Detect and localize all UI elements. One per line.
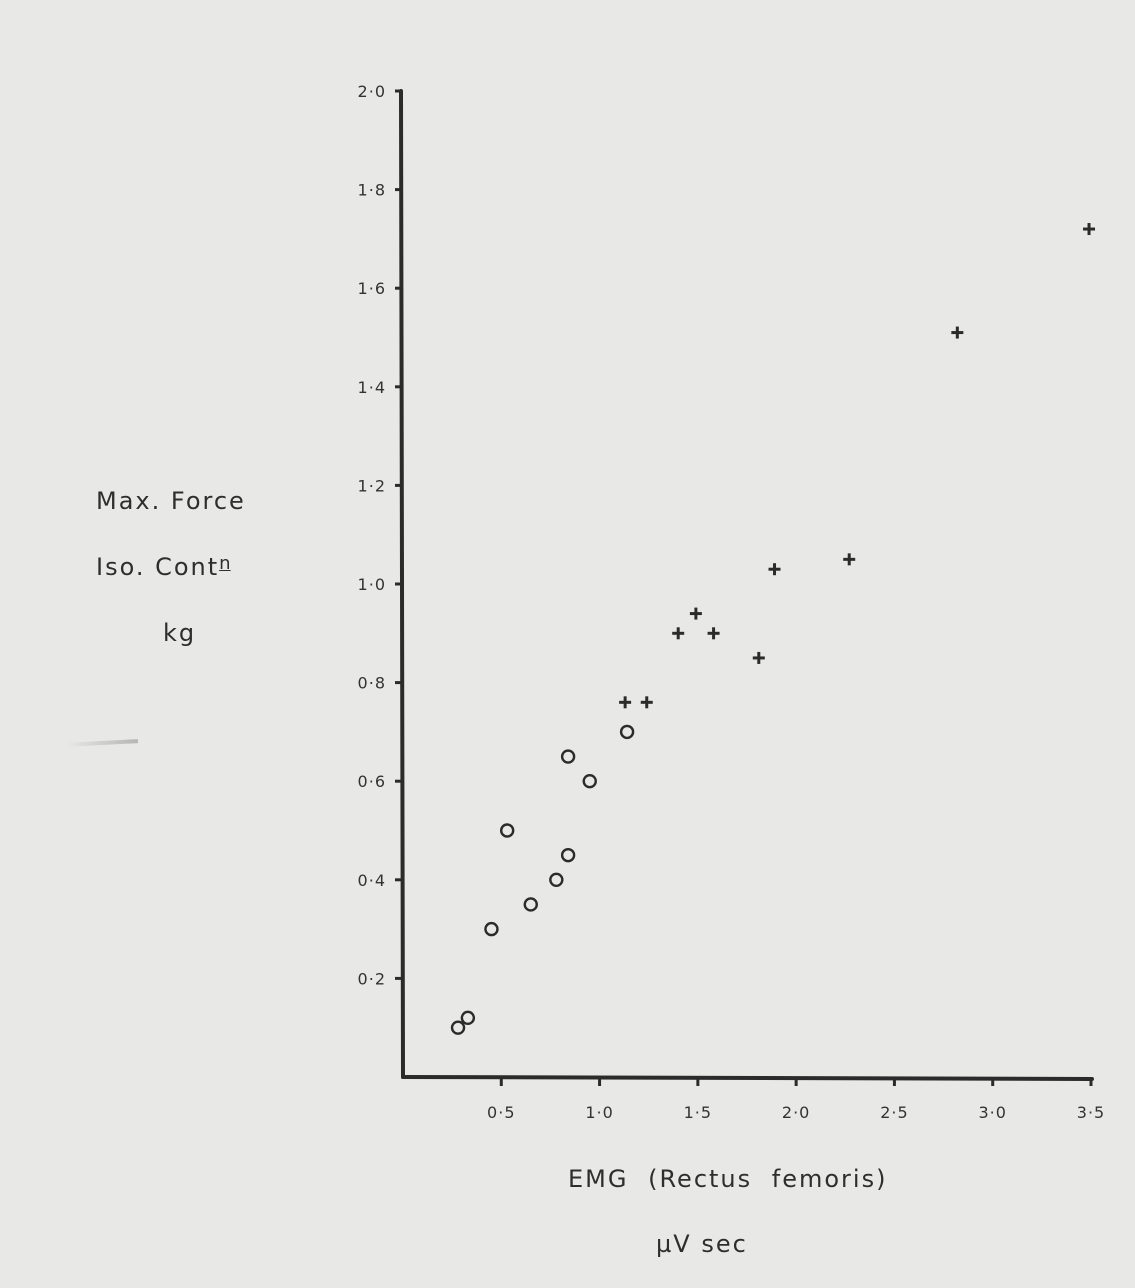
y-tick-label: 1·4 (358, 378, 386, 397)
x-tick-label: 2·5 (880, 1103, 908, 1122)
data-point-circle (450, 1020, 466, 1035)
x-tick-label: 1·5 (684, 1103, 712, 1122)
y-tick-label: 1·6 (358, 279, 386, 298)
x-axis-line (401, 1075, 1094, 1081)
y-tick-label: 1·2 (358, 476, 386, 495)
x-tick-label: 3·0 (978, 1103, 1006, 1122)
y-tick-label: 2·0 (358, 82, 386, 101)
data-point-plus (752, 651, 765, 664)
y-tick-label: 0·6 (358, 772, 386, 791)
y-axis-label-line-2: Iso. Contn (96, 553, 231, 581)
data-point-plus (951, 326, 964, 339)
y-axis-label-superscript: n (219, 553, 231, 574)
axis-ticks: 0·2 0·4 0·6 0·8 1·0 1·2 1·4 1·6 1·8 2·0 0·5 1·0 1·5 2… (358, 82, 1105, 1122)
data-point-plus (1083, 223, 1096, 236)
data-point-plus (672, 627, 685, 640)
x-axis-unit-label: µV sec (656, 1230, 748, 1258)
data-point-circle (499, 823, 515, 838)
x-tick-label: 2·0 (782, 1103, 810, 1122)
y-axis-label-line-3: kg (163, 619, 197, 647)
data-point-plus (768, 563, 781, 576)
data-point-circle (582, 774, 597, 789)
x-tick-label: 3·5 (1077, 1103, 1105, 1122)
data-point-plus (707, 627, 720, 640)
axes (399, 89, 1094, 1081)
y-tick-label: 0·2 (358, 969, 386, 988)
y-tick-label: 1·8 (358, 181, 386, 200)
data-point-circle (460, 1010, 476, 1026)
y-tick-label: 1·0 (358, 575, 386, 594)
data-point-plus (619, 696, 632, 709)
data-point-plus (640, 696, 653, 709)
y-tick-label: 0·4 (358, 871, 386, 890)
data-point-circle (484, 921, 499, 937)
data-point-circle (560, 749, 576, 764)
data-points (450, 223, 1096, 1035)
data-point-circle (560, 847, 576, 863)
y-axis-label-line-1: Max. Force (96, 487, 246, 515)
x-tick-label: 0·5 (487, 1103, 515, 1122)
data-point-circle (523, 897, 538, 912)
y-tick-label: 0·8 (358, 674, 386, 693)
data-point-plus (843, 553, 856, 566)
x-axis-label: EMG (Rectus femoris) (568, 1165, 888, 1193)
x-tick-label: 1·0 (585, 1103, 613, 1122)
data-point-plus (689, 607, 702, 620)
y-axis-label-line-2-text: Iso. Cont (96, 553, 220, 581)
data-point-circle (619, 724, 635, 740)
data-point-circle (549, 872, 564, 887)
